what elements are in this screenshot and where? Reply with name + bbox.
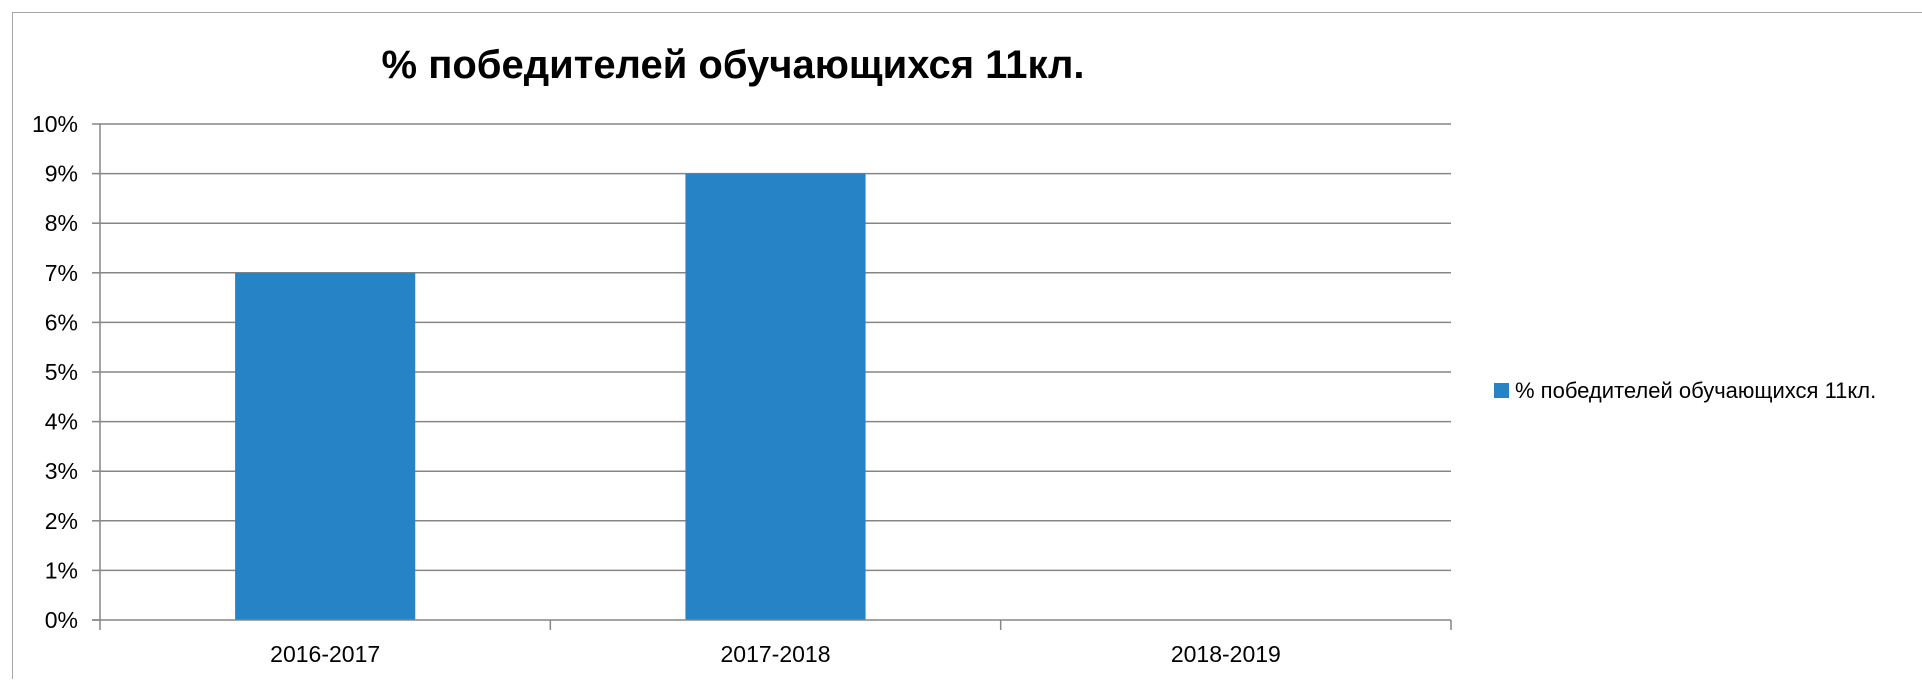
y-tick-label: 10% — [32, 111, 78, 137]
bar-2017-2018 — [685, 173, 866, 620]
y-tick-label: 9% — [45, 161, 78, 187]
chart-title: % победителей обучающихся 11кл. — [382, 43, 1085, 87]
x-tick-label: 2016-2017 — [270, 641, 380, 667]
chart-frame: % победителей обучающихся 11кл. 0% 1% 2% 3%… — [12, 12, 1922, 679]
axes — [92, 124, 1452, 630]
y-tick-label: 6% — [45, 309, 78, 335]
y-tick-label: 1% — [45, 557, 78, 583]
y-tick-label: 0% — [45, 607, 78, 633]
x-tick-label: 2018-2019 — [1171, 641, 1281, 667]
y-tick-label: 7% — [45, 260, 78, 286]
y-tick-label: 8% — [45, 210, 78, 236]
y-tick-label: 5% — [45, 359, 78, 385]
y-tick-labels: 0% 1% 2% 3% 4% 5% 6% 7% 8% 9% 10% — [32, 111, 78, 633]
x-tick-labels: 2016-2017 2017-2018 2018-2019 — [270, 641, 1281, 667]
x-tick-label: 2017-2018 — [721, 641, 831, 667]
legend-swatch — [1494, 383, 1509, 398]
y-tick-label: 3% — [45, 458, 78, 484]
bar-chart: % победителей обучающихся 11кл. 0% 1% 2% 3%… — [32, 43, 1876, 667]
legend: % победителей обучающихся 11кл. — [1494, 378, 1876, 403]
y-tick-label: 2% — [45, 508, 78, 534]
bars — [235, 173, 866, 620]
bar-2016-2017 — [235, 272, 416, 620]
y-tick-label: 4% — [45, 409, 78, 435]
legend-label: % победителей обучающихся 11кл. — [1515, 378, 1876, 403]
